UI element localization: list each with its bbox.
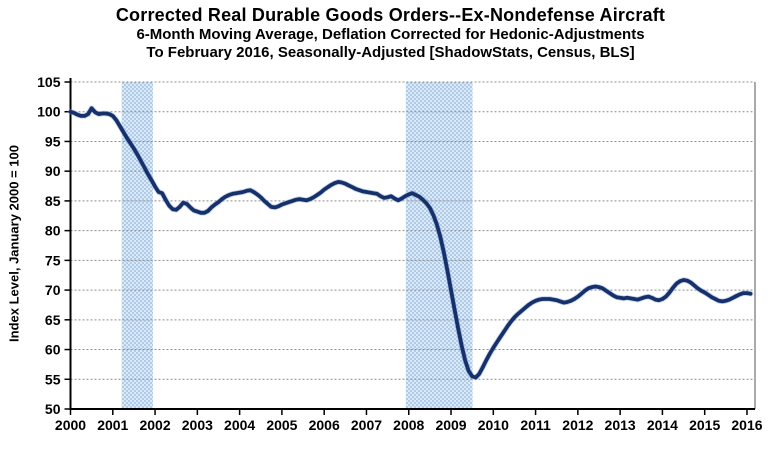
x-tick-label: 2004 [224, 417, 255, 433]
x-tick-label: 2001 [97, 417, 128, 433]
y-tick-label: 105 [37, 74, 61, 90]
y-tick-label: 65 [45, 312, 61, 328]
chart-header: Corrected Real Durable Goods Orders--Ex-… [0, 5, 781, 62]
x-tick-label: 2012 [562, 417, 593, 433]
x-tick-label: 2011 [520, 417, 551, 433]
x-tick-label: 2000 [55, 417, 86, 433]
x-tick-label: 2014 [647, 417, 678, 433]
y-tick-label: 80 [45, 223, 61, 239]
recession-band [405, 82, 473, 409]
x-tick-label: 2010 [478, 417, 509, 433]
y-tick-label: 50 [45, 401, 61, 417]
x-tick-label: 2005 [266, 417, 297, 433]
chart-title: Corrected Real Durable Goods Orders--Ex-… [115, 5, 666, 25]
y-tick-label: 85 [45, 193, 61, 209]
x-tick-label: 2003 [182, 417, 213, 433]
data-line [68, 106, 753, 380]
x-tick-label: 2015 [689, 417, 720, 433]
x-tick-label: 2006 [309, 417, 340, 433]
y-tick-label: 55 [45, 371, 61, 387]
chart-subtitle-2: To February 2016, Seasonally-Adjusted [S… [146, 44, 635, 61]
recession-band [121, 82, 153, 409]
y-tick-label: 100 [37, 104, 61, 120]
chart-subtitle-1: 6-Month Moving Average, Deflation Correc… [136, 26, 645, 43]
x-tick-label: 2013 [605, 417, 636, 433]
x-tick-label: 2016 [731, 417, 762, 433]
x-tick-label: 2002 [139, 417, 170, 433]
y-tick-label: 95 [45, 133, 61, 149]
y-tick-label: 60 [45, 342, 61, 358]
x-tick-label: 2009 [435, 417, 466, 433]
x-tick-label: 2008 [393, 417, 424, 433]
y-tick-label: 90 [45, 163, 61, 179]
x-tick-label: 2007 [351, 417, 382, 433]
y-tick-label: 75 [45, 252, 61, 268]
y-tick-label: 70 [45, 282, 61, 298]
